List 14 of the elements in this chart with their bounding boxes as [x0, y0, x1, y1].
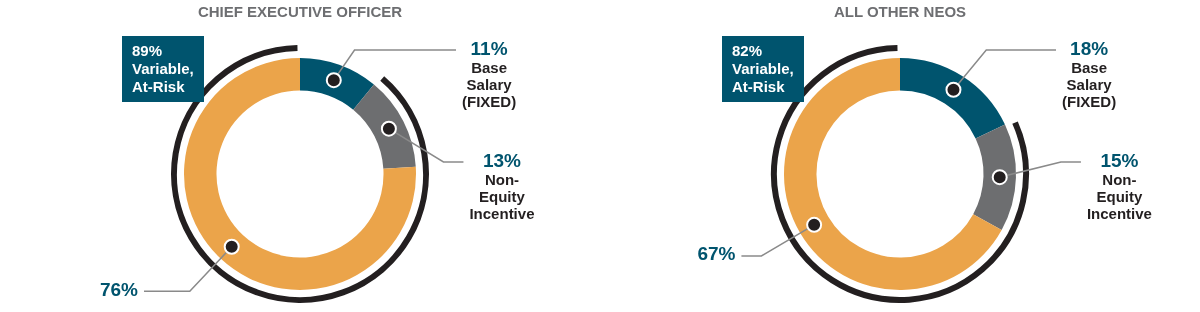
text: 89% Variable, At-Risk	[122, 36, 204, 102]
data-label: 13%	[482, 149, 522, 171]
chart-title: ALL OTHER NEOS	[833, 3, 967, 21]
slice-label: Base Salary (FIXED)	[462, 58, 517, 110]
data-label: 67%	[697, 243, 736, 265]
data-label: 18%	[1070, 37, 1109, 59]
chart-title: CHIEF EXECUTIVE OFFICER	[197, 3, 403, 21]
data-label: 76%	[99, 278, 139, 300]
slice-label: Base Salary (FIXED)	[1062, 58, 1117, 110]
slice-label: Non-Equity Incentive	[469, 170, 535, 222]
text: 82% Variable, At-Risk	[722, 36, 804, 102]
slice-label: Non-Equity Incentive	[1086, 170, 1152, 222]
data-label: 15%	[1100, 149, 1139, 171]
data-label: 11%	[470, 37, 508, 59]
